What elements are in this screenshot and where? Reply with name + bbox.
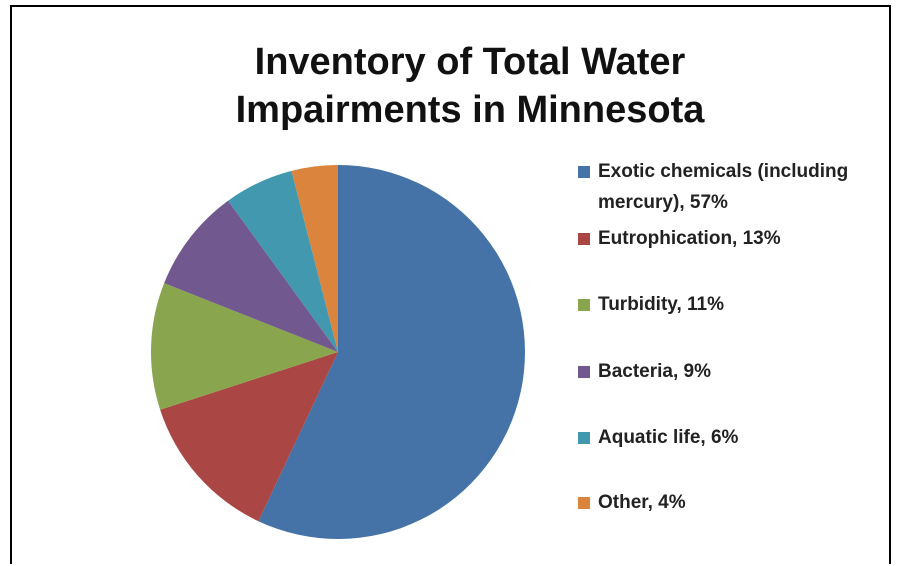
legend-swatch	[578, 366, 590, 378]
legend-swatch	[578, 497, 590, 509]
pie-slice	[258, 165, 525, 539]
legend-swatch	[578, 233, 590, 245]
legend-swatch	[578, 432, 590, 444]
legend-label: Bacteria, 9%	[598, 361, 712, 382]
pie-slice	[164, 200, 338, 352]
legend-label: Other, 4%	[598, 492, 686, 513]
chart-title: Inventory of Total Water Impairments in …	[235, 41, 705, 131]
legend-label: Aquatic life, 6%	[598, 427, 739, 448]
legend-label: Exotic chemicals (including mercury), 57…	[598, 161, 849, 213]
pie-slice	[291, 165, 338, 352]
legend-swatch	[578, 299, 590, 311]
pie-slice	[160, 352, 338, 522]
legend-label: Eutrophication, 13%	[598, 228, 781, 249]
legend-swatch	[578, 166, 590, 178]
legend-label: Turbidity, 11%	[598, 294, 724, 315]
pie-slice	[150, 283, 338, 410]
pie-slice	[228, 170, 338, 352]
chart-frame	[10, 5, 891, 564]
